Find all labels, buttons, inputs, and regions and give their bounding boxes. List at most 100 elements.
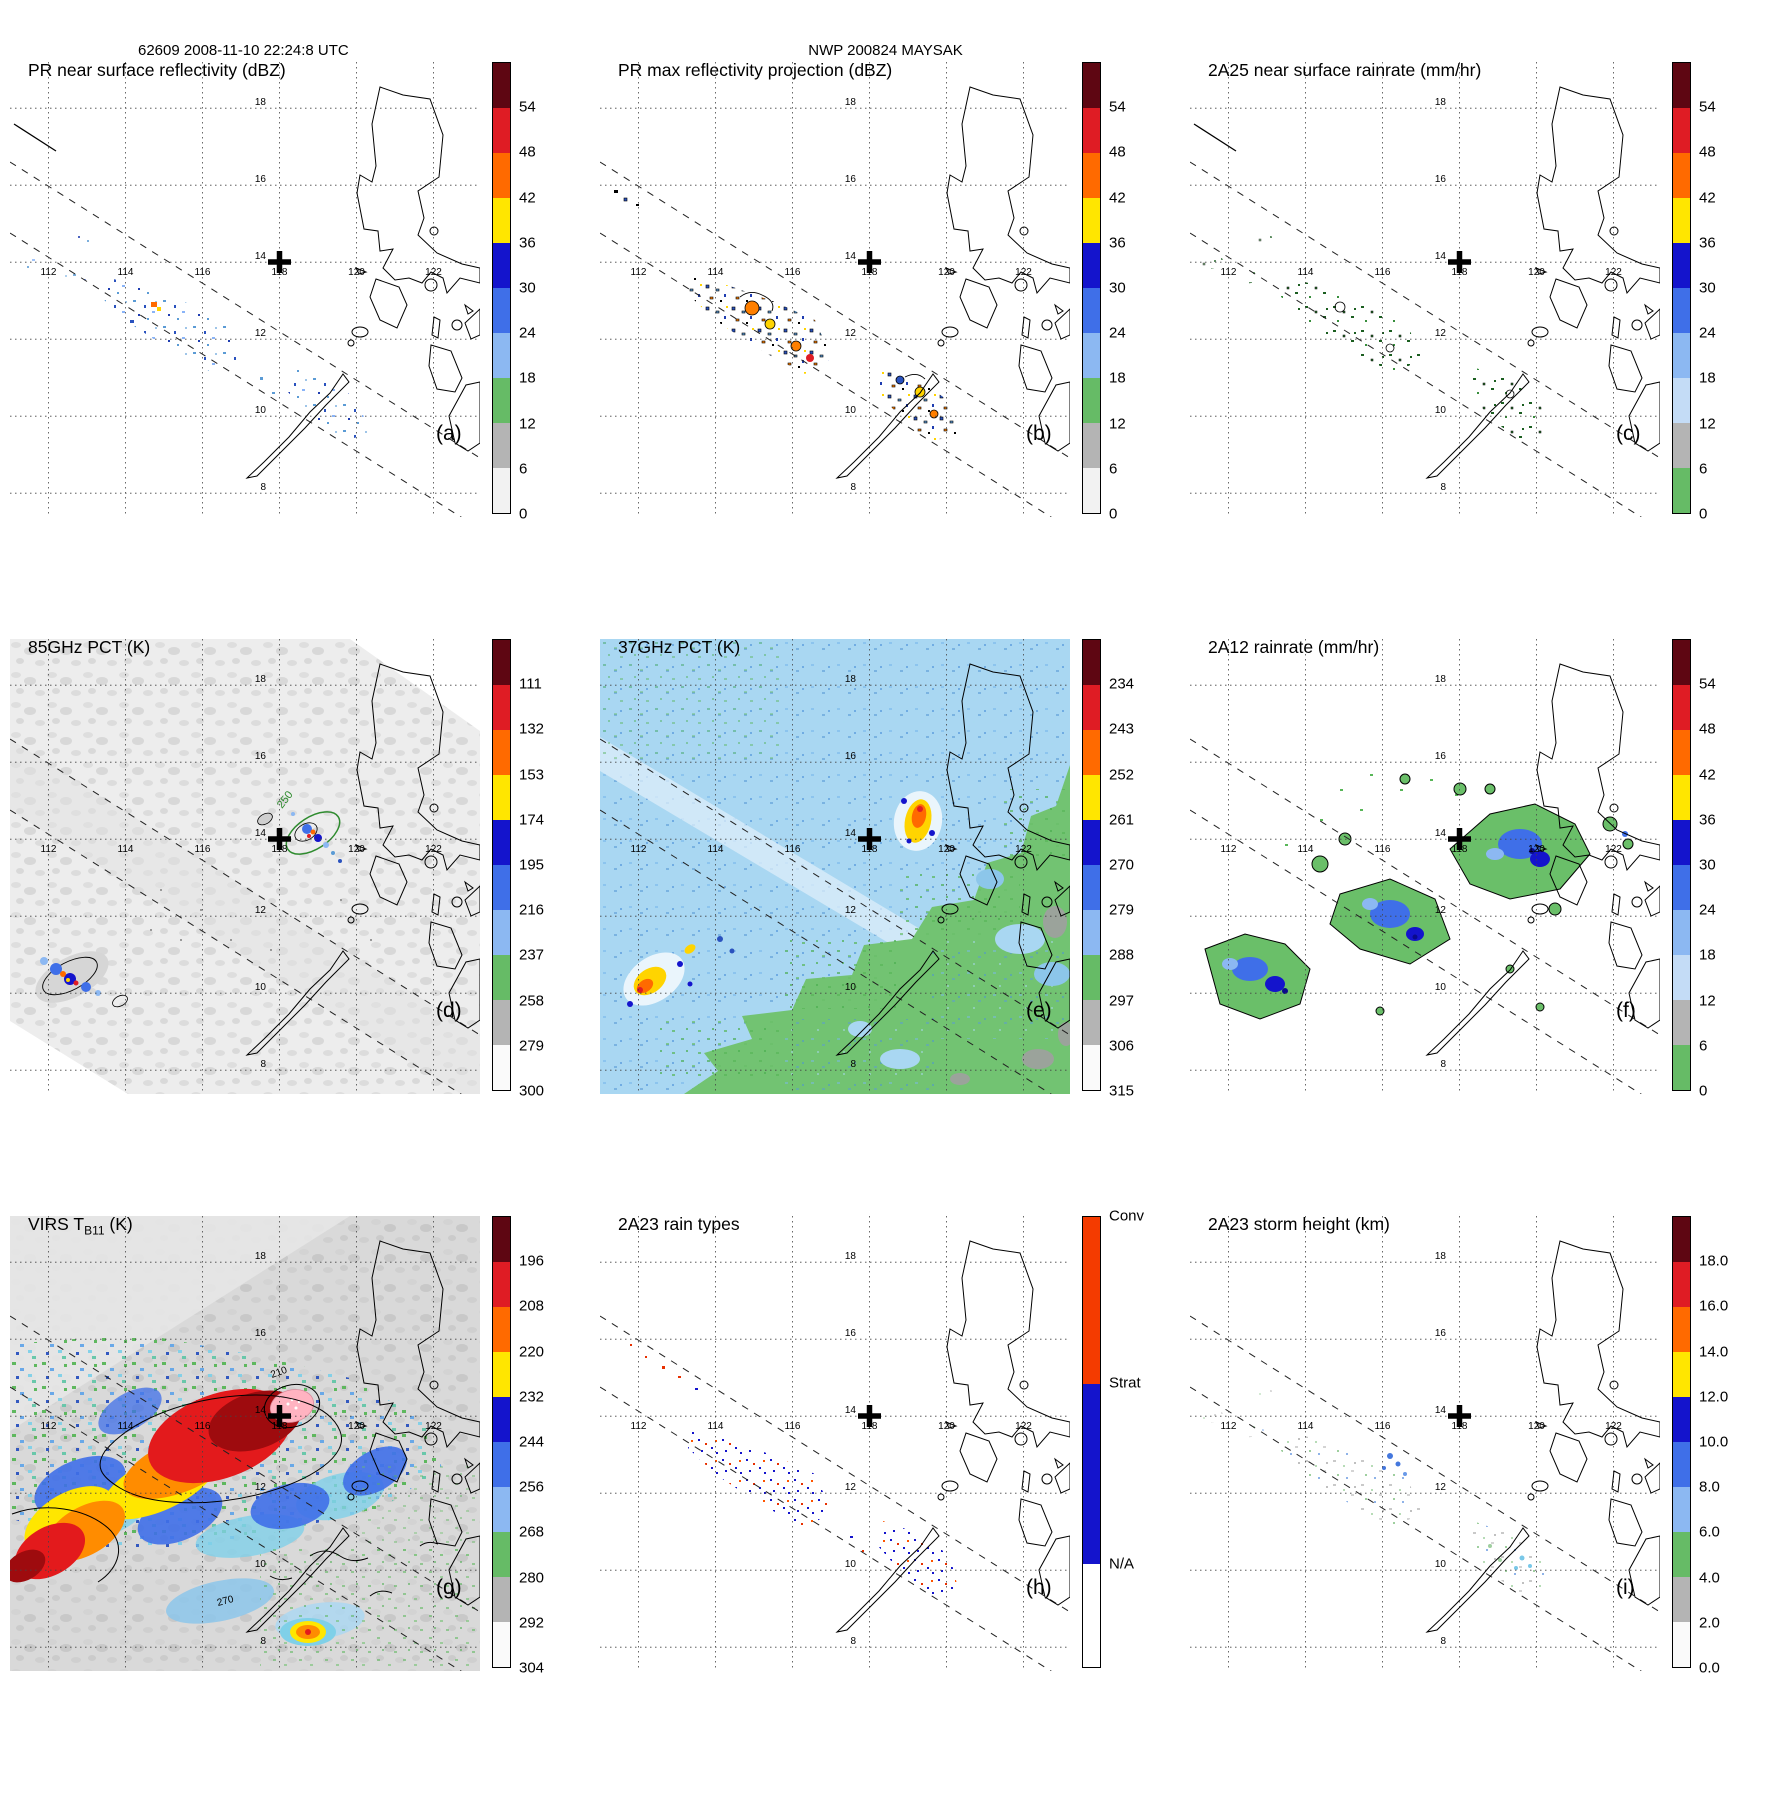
green-blobs (1311, 773, 1634, 1016)
colorbar-tick: 54 (1699, 675, 1716, 693)
map-b (600, 62, 1070, 517)
colorbar-tick: 153 (519, 766, 545, 784)
colorbar-tick: 2.0 (1699, 1614, 1720, 1632)
colorbar-tick: 54 (519, 98, 536, 116)
colorbar-tick: 42 (1699, 189, 1716, 207)
basemap (600, 1216, 1070, 1671)
data-overlay (1198, 1386, 1548, 1596)
colorbar-tick: 244 (519, 1433, 545, 1451)
colorbar-tick: 12 (519, 415, 536, 433)
colorbar-tick: 48 (519, 143, 536, 161)
colorbar-tick: 0.0 (1699, 1659, 1720, 1677)
panel-label: (d) (436, 999, 462, 1022)
colorbar-tick: Strat (1109, 1374, 1141, 1392)
colorbar-segment (1673, 378, 1690, 423)
colorbar: 196 208 220 232 244 256 268 280 292 304 (492, 1216, 564, 1677)
colorbar: 54 48 42 36 30 24 18 12 6 0 (492, 62, 564, 523)
colorbar-bar (492, 639, 511, 1091)
colorbar-segment (1083, 423, 1100, 468)
colorbar-segment (493, 63, 510, 108)
colorbar: 54 48 42 36 30 24 18 12 6 0 (1082, 62, 1154, 523)
colorbar-segment (493, 378, 510, 423)
colorbar-tick: 196 (519, 1252, 545, 1270)
colorbar-tick: 288 (1109, 946, 1135, 964)
map-h (600, 1216, 1070, 1671)
colorbar-tick: 0 (1109, 505, 1118, 523)
colorbar-bar (492, 62, 511, 514)
colorbar-segment (1083, 685, 1100, 730)
colorbar-tick: N/A (1109, 1555, 1135, 1573)
colorbar-tick: 12.0 (1699, 1388, 1729, 1406)
colorbar-segment (493, 1442, 510, 1487)
colorbar-tick: 279 (1109, 901, 1135, 919)
colorbar: 234 243 252 261 270 279 288 297 306 315 (1082, 639, 1154, 1100)
colorbar-tick: 132 (519, 720, 545, 738)
colorbar-segment (1673, 333, 1690, 378)
colorbar-tick: 36 (519, 234, 536, 252)
colorbar-segment (1673, 1532, 1690, 1577)
colorbar-tick: 4.0 (1699, 1569, 1720, 1587)
colorbar-segment (493, 775, 510, 820)
colorbar-tick: 0 (1699, 505, 1708, 523)
colorbar-segment (493, 640, 510, 685)
colorbar-tick: Conv (1109, 1207, 1145, 1225)
colorbar-tick: 306 (1109, 1037, 1135, 1055)
colorbar-tick: 6.0 (1699, 1523, 1720, 1541)
panel-title: 37GHz PCT (K) (618, 637, 741, 657)
colorbar-tick: 279 (519, 1037, 545, 1055)
colorbar-tick: 261 (1109, 811, 1135, 829)
colorbar-tick: 6 (1699, 460, 1708, 478)
map-a (10, 62, 480, 517)
colorbar-segment (1083, 468, 1100, 513)
colorbar-segment (1083, 820, 1100, 865)
colorbar-segment (493, 730, 510, 775)
map-c (1190, 62, 1660, 517)
panel-h: 2A23 rain types (h) Conv Strat N/A (590, 1188, 1180, 1765)
colorbar-tick: 300 (519, 1082, 545, 1100)
colorbar-tick: 208 (519, 1297, 545, 1315)
colorbar-tick: 174 (519, 811, 545, 829)
colorbar-tick: 195 (519, 856, 545, 874)
colorbar-segment (493, 468, 510, 513)
colorbar-segment (1083, 333, 1100, 378)
panel-b: PR max reflectivity projection (dBZ) (b)… (590, 34, 1180, 611)
colorbar-tick: 18 (1699, 946, 1716, 964)
colorbar-segment (493, 1352, 510, 1397)
colorbar-tick: 292 (519, 1614, 545, 1632)
data-overlay (614, 190, 958, 442)
colorbar-segment (493, 1577, 510, 1622)
colorbar-tick: 12 (1699, 415, 1716, 433)
colorbar-tick: 304 (519, 1659, 545, 1677)
colorbar-segment (1673, 423, 1690, 468)
colorbar-segment (1673, 1397, 1690, 1442)
colorbar-segment (1673, 1000, 1690, 1045)
colorbar-tick: 111 (519, 675, 542, 693)
colorbar-tick: 30 (1699, 279, 1716, 297)
data-overlay (630, 1344, 958, 1596)
colorbar-tick: 14.0 (1699, 1343, 1729, 1361)
colorbar-segment (493, 423, 510, 468)
colorbar-segment (1673, 243, 1690, 288)
colorbar-segment (1673, 1307, 1690, 1352)
colorbar-segment (1083, 108, 1100, 153)
panel-label: (c) (1616, 422, 1641, 445)
basemap (1190, 639, 1660, 1094)
colorbar-tick: 8.0 (1699, 1478, 1720, 1496)
colorbar-tick: 12 (1699, 992, 1716, 1010)
colorbar-tick: 54 (1109, 98, 1126, 116)
colorbar-segment (1083, 1045, 1100, 1090)
colorbar-tick: 30 (1109, 279, 1126, 297)
colorbar-tick: 48 (1109, 143, 1126, 161)
colorbar-segment (1673, 640, 1690, 685)
map-e (600, 639, 1070, 1094)
colorbar-segment (493, 1397, 510, 1442)
basemap (1190, 1216, 1660, 1671)
panel-title: 85GHz PCT (K) (28, 637, 151, 657)
colorbar-segment (1673, 1487, 1690, 1532)
data-overlay: 210 270 (10, 1216, 480, 1671)
panel-label: (f) (1616, 999, 1636, 1022)
colorbar-tick: 48 (1699, 143, 1716, 161)
colorbar: 54 48 42 36 30 24 18 12 6 0 (1672, 62, 1744, 523)
colorbar-segment (1673, 910, 1690, 955)
colorbar-segment (493, 1045, 510, 1090)
